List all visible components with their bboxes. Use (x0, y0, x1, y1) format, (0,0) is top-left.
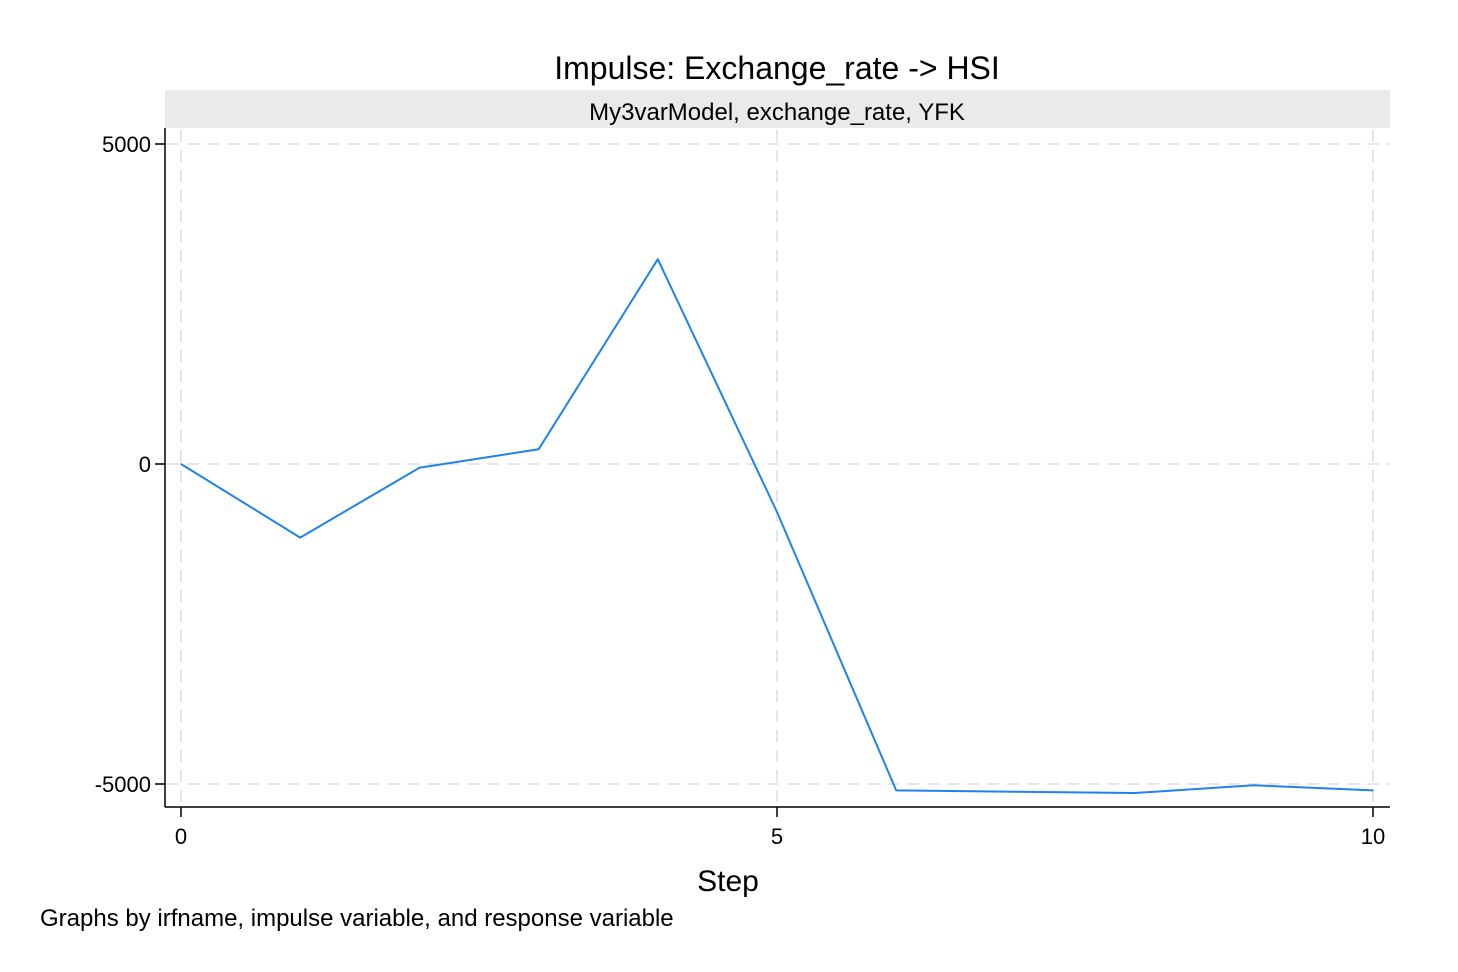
chart-note: Graphs by irfname, impulse variable, and… (40, 905, 674, 932)
x-tick-label-1: 5 (771, 824, 783, 849)
x-tick-label-0: 0 (175, 824, 187, 849)
data-point-0-3 (537, 448, 540, 451)
data-point-0-5 (776, 511, 778, 513)
y-tick-label-0: 5000 (102, 132, 151, 157)
chart-title: Impulse: Exchange_rate -> HSI (554, 50, 1000, 86)
data-point-0-6 (895, 789, 897, 792)
data-point-0-8 (1133, 792, 1136, 794)
data-point-0-1 (299, 536, 302, 539)
series-layer (180, 258, 1374, 794)
data-point-0-0 (180, 463, 182, 465)
tick-labels: 5000 0 -5000 0 5 10 (95, 132, 1386, 849)
subtitle-band (165, 90, 1390, 128)
data-point-0-7 (1014, 790, 1017, 793)
chart-subtitle: My3varModel, exchange_rate, YFK (589, 99, 965, 126)
data-point-0-4 (657, 258, 659, 261)
y-tick-label-1: 0 (139, 452, 151, 477)
data-point-0-2 (418, 467, 421, 469)
x-tick-label-2: 10 (1361, 824, 1385, 849)
data-point-0-10 (1372, 789, 1374, 792)
x-axis-title: Step (697, 865, 759, 898)
grid-lines (167, 130, 1390, 807)
y-tick-label-2: -5000 (95, 772, 151, 797)
data-point-0-9 (1253, 784, 1255, 787)
